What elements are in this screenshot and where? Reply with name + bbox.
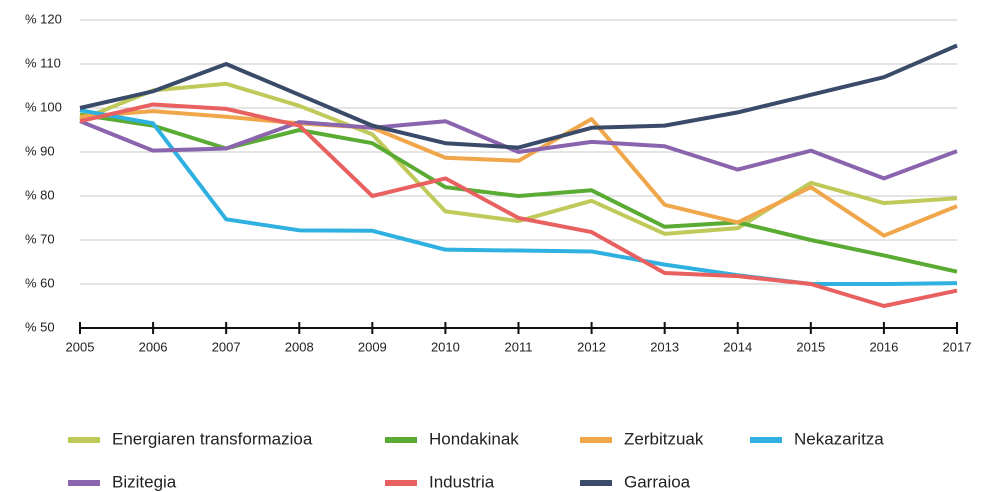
y-tick-label: % 50 bbox=[25, 319, 55, 334]
x-tick-label: 2014 bbox=[723, 339, 752, 354]
x-tick-label: 2013 bbox=[650, 339, 679, 354]
y-tick-label: % 120 bbox=[25, 11, 62, 26]
x-tick-label: 2007 bbox=[212, 339, 241, 354]
x-tick-label: 2006 bbox=[139, 339, 168, 354]
legend-label: Nekazaritza bbox=[794, 429, 884, 448]
series-line bbox=[79, 109, 958, 238]
legend-label: Industria bbox=[429, 472, 495, 491]
series-line bbox=[79, 119, 958, 181]
legend-label: Zerbitzuak bbox=[624, 429, 704, 448]
y-tick-label: % 60 bbox=[25, 275, 55, 290]
y-tick-label: % 80 bbox=[25, 187, 55, 202]
series-line bbox=[79, 43, 958, 150]
series-line bbox=[79, 112, 958, 274]
x-tick-label: 2009 bbox=[358, 339, 387, 354]
legend-label: Garraioa bbox=[624, 472, 691, 491]
legend-label: Energiaren transformazioa bbox=[112, 429, 313, 448]
x-tick-label: 2015 bbox=[796, 339, 825, 354]
x-tick-label: 2017 bbox=[943, 339, 972, 354]
series-line bbox=[79, 102, 958, 308]
x-tick-label: 2008 bbox=[285, 339, 314, 354]
x-tick-label: 2010 bbox=[431, 339, 460, 354]
y-tick-label: % 90 bbox=[25, 143, 55, 158]
legend-label: Hondakinak bbox=[429, 429, 519, 448]
x-tick-label: 2005 bbox=[66, 339, 95, 354]
y-tick-label: % 100 bbox=[25, 99, 62, 114]
x-tick-label: 2011 bbox=[505, 339, 533, 354]
legend-label: Bizitegia bbox=[112, 472, 177, 491]
y-tick-label: % 110 bbox=[25, 55, 61, 70]
y-tick-label: % 70 bbox=[25, 231, 55, 246]
x-tick-label: 2016 bbox=[869, 339, 898, 354]
x-tick-label: 2012 bbox=[577, 339, 606, 354]
series-line bbox=[79, 81, 958, 236]
